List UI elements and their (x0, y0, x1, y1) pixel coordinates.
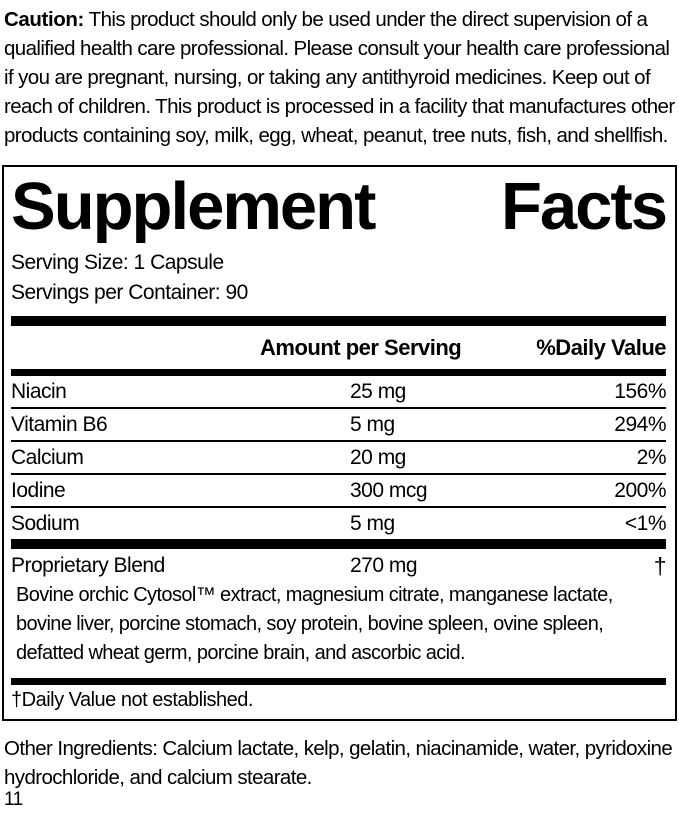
blend-name: Proprietary Blend (11, 554, 165, 577)
nutrient-amount: 5 mg (350, 413, 395, 436)
caution-label: Caution: (4, 8, 84, 31)
nutrient-amount: 25 mg (350, 380, 406, 403)
servings-per-container: Servings per Container: 90 (11, 281, 248, 304)
table-row: Proprietary Blend 270 mg † (11, 549, 667, 581)
nutrient-name: Niacin (11, 380, 67, 403)
nutrient-name: Vitamin B6 (11, 413, 108, 436)
other-ingredients: Other Ingredients: Calcium lactate, kelp… (4, 737, 673, 789)
column-header-amount: Amount per Serving (260, 335, 462, 360)
nutrient-name: Sodium (11, 512, 80, 535)
caution-text: This product should only be used under t… (4, 8, 675, 147)
panel-title: Supplement Facts (11, 169, 668, 244)
nutrient-table: Niacin 25 mg 156% Vitamin B6 5 mg 294% Calcium… (11, 376, 667, 539)
table-row: Sodium 5 mg <1% (11, 508, 667, 539)
nutrient-daily-value: 156% (614, 380, 666, 403)
nutrient-name: Iodine (11, 479, 66, 502)
divider-bar-footnote (11, 678, 666, 685)
divider-bar-top (11, 316, 666, 326)
nutrient-amount: 5 mg (350, 512, 395, 535)
table-row: Niacin 25 mg 156% (11, 376, 666, 409)
blend-daily-value-dagger: † (653, 553, 667, 579)
column-header-daily-value: %Daily Value (536, 335, 666, 360)
page-number: 11 (4, 789, 23, 810)
divider-bar-blend (11, 539, 666, 549)
table-row: Vitamin B6 5 mg 294% (11, 409, 666, 442)
caution-paragraph: Caution: This product should only be use… (4, 5, 676, 150)
serving-size: Serving Size: 1 Capsule (11, 251, 224, 274)
divider-bar-header (11, 369, 666, 376)
nutrient-daily-value: 200% (614, 479, 666, 502)
blend-description: Bovine orchic Cytosol™ extract, magnesiu… (16, 584, 613, 664)
table-row: Calcium 20 mg 2% (11, 442, 667, 475)
nutrient-name: Calcium (11, 446, 84, 469)
table-header-row: Amount per Serving %Daily Value (11, 326, 666, 369)
nutrient-amount: 300 mcg (350, 479, 428, 502)
nutrient-daily-value: <1% (624, 512, 667, 535)
nutrient-amount: 20 mg (350, 446, 406, 469)
nutrient-daily-value: 294% (614, 413, 666, 436)
nutrient-daily-value: 2% (636, 446, 667, 469)
blend-amount: 270 mg (350, 554, 418, 577)
supplement-facts-panel: Supplement Facts Serving Size: 1 Capsule… (2, 165, 677, 721)
table-row: Iodine 300 mcg 200% (11, 475, 666, 508)
daily-value-footnote: †Daily Value not established. (11, 689, 253, 711)
